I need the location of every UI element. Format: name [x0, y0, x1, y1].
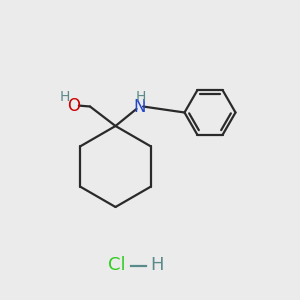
Text: N: N	[133, 98, 146, 116]
Text: O: O	[67, 97, 80, 115]
Text: H: H	[151, 256, 164, 274]
Text: Cl: Cl	[108, 256, 126, 274]
Text: H: H	[136, 90, 146, 104]
Text: H: H	[60, 90, 70, 104]
